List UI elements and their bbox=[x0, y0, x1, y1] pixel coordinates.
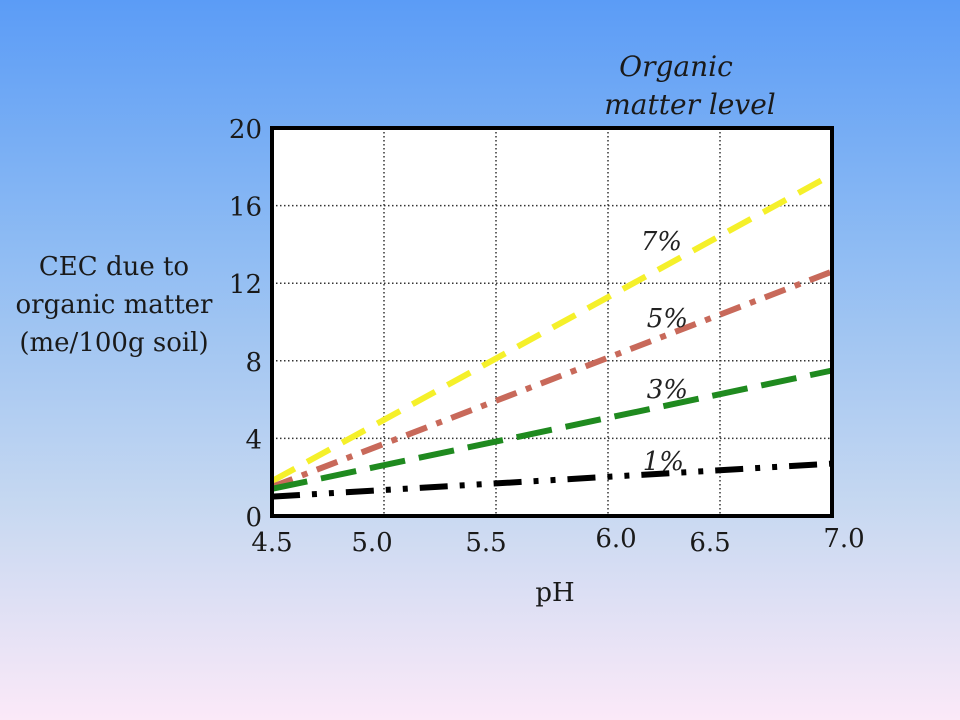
legend-title-line1: Organic bbox=[619, 50, 733, 83]
plot-area bbox=[272, 128, 832, 516]
y-tick-label: 4 bbox=[245, 425, 262, 455]
x-tick-label: 5.5 bbox=[465, 528, 506, 558]
legend-title-line2: matter level bbox=[604, 88, 776, 121]
legend-title: Organic matter level bbox=[576, 48, 776, 124]
series-label: 7% bbox=[641, 227, 682, 257]
series-line-3pct bbox=[271, 367, 833, 492]
x-tick-label: 6.0 bbox=[595, 524, 636, 554]
y-tick-label: 12 bbox=[229, 270, 262, 300]
x-tick-label: 6.5 bbox=[689, 528, 730, 558]
y-axis-label: CEC due to organic matter (me/100g soil) bbox=[0, 248, 228, 362]
plot-frame bbox=[270, 126, 834, 518]
grid bbox=[272, 128, 832, 516]
y-axis-label-line2: organic matter bbox=[15, 290, 213, 320]
series-label: 5% bbox=[647, 304, 688, 334]
y-tick-label: 8 bbox=[245, 348, 262, 378]
series-lines bbox=[270, 171, 834, 500]
y-axis-label-line1: CEC due to bbox=[38, 252, 190, 282]
series-labels: 7% 5% 3% 1% bbox=[641, 227, 688, 477]
y-axis-label-line3: (me/100g soil) bbox=[19, 328, 209, 358]
tick-labels: 4.5 5.0 5.5 6.0 6.5 7.0 0 4 8 12 16 20 bbox=[229, 115, 865, 558]
x-tick-label: 7.0 bbox=[823, 524, 864, 554]
x-tick-label: 5.0 bbox=[351, 528, 392, 558]
y-tick-label: 16 bbox=[229, 193, 262, 223]
x-axis-label: pH bbox=[535, 578, 575, 608]
x-tick-label: 4.5 bbox=[251, 528, 292, 558]
series-line-5pct bbox=[270, 268, 834, 490]
series-label: 3% bbox=[647, 375, 688, 405]
y-tick-label: 20 bbox=[229, 115, 262, 145]
series-label: 1% bbox=[643, 447, 684, 477]
y-tick-label: 0 bbox=[245, 503, 262, 533]
series-line-1pct bbox=[271, 460, 833, 500]
series-line-7pct bbox=[270, 171, 834, 484]
